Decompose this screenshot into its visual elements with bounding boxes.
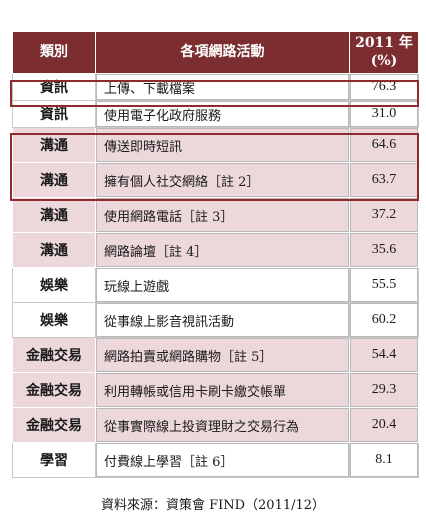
row-activity: 擁有個人社交網絡［註 2］: [95, 162, 350, 198]
row-category: 溝通: [12, 162, 96, 198]
row-activity: 使用電子化政府服務: [95, 100, 350, 128]
row-category: 金融交易: [12, 407, 96, 443]
internet-activity-table: 類別 各項網路活動 2011 年 (%) 資訊 上傳、下載檔案 76.3 資訊 …: [12, 31, 419, 478]
activity-table-container: 類別 各項網路活動 2011 年 (%) 資訊 上傳、下載檔案 76.3 資訊 …: [12, 31, 419, 478]
row-category: 學習: [12, 442, 96, 478]
table-row: 金融交易 網路拍賣或網路購物［註 5］ 54.4: [12, 337, 419, 373]
table-row: 溝通 使用網路電話［註 3］ 37.2: [12, 197, 419, 233]
row-activity: 利用轉帳或信用卡刷卡繳交帳單: [95, 372, 350, 408]
row-value: 76.3: [349, 73, 419, 101]
row-value: 35.6: [349, 232, 419, 268]
row-category: 溝通: [12, 232, 96, 268]
row-value: 55.5: [349, 267, 419, 303]
table-row: 溝通 擁有個人社交網絡［註 2］ 63.7: [12, 162, 419, 198]
source-caption: 資料來源：資策會 FIND（2011/12）: [100, 498, 326, 513]
table-row: 娛樂 玩線上遊戲 55.5: [12, 267, 419, 303]
table-header-row: 類別 各項網路活動 2011 年 (%): [12, 31, 419, 74]
row-category: 溝通: [12, 127, 96, 163]
row-activity: 上傳、下載檔案: [95, 73, 350, 101]
row-activity: 網路論壇［註 4］: [95, 232, 350, 268]
table-row: 娛樂 從事線上影音視訊活動 60.2: [12, 302, 419, 338]
table-row: 金融交易 從事實際線上投資理財之交易行為 20.4: [12, 407, 419, 443]
table-row: 金融交易 利用轉帳或信用卡刷卡繳交帳單 29.3: [12, 372, 419, 408]
row-category: 娛樂: [12, 267, 96, 303]
row-activity: 傳送即時短訊: [95, 127, 350, 163]
header-year: 2011 年 (%): [349, 31, 419, 74]
table-row: 溝通 網路論壇［註 4］ 35.6: [12, 232, 419, 268]
row-category: 娛樂: [12, 302, 96, 338]
row-activity: 從事實際線上投資理財之交易行為: [95, 407, 350, 443]
table-row: 資訊 使用電子化政府服務 31.0: [12, 100, 419, 128]
row-value: 20.4: [349, 407, 419, 443]
row-category: 金融交易: [12, 337, 96, 373]
row-activity: 使用網路電話［註 3］: [95, 197, 350, 233]
header-category: 類別: [12, 31, 96, 74]
row-value: 60.2: [349, 302, 419, 338]
row-category: 資訊: [12, 100, 96, 128]
header-unit: (%): [370, 52, 398, 69]
row-value: 8.1: [349, 442, 419, 478]
row-activity: 玩線上遊戲: [95, 267, 350, 303]
row-value: 29.3: [349, 372, 419, 408]
row-activity: 從事線上影音視訊活動: [95, 302, 350, 338]
row-category: 溝通: [12, 197, 96, 233]
row-category: 資訊: [12, 73, 96, 101]
row-value: 54.4: [349, 337, 419, 373]
row-value: 31.0: [349, 100, 419, 128]
table-row: 資訊 上傳、下載檔案 76.3: [12, 73, 419, 101]
row-activity: 付費線上學習［註 6］: [95, 442, 350, 478]
table-row: 學習 付費線上學習［註 6］ 8.1: [12, 442, 419, 478]
row-category: 金融交易: [12, 372, 96, 408]
row-activity: 網路拍賣或網路購物［註 5］: [95, 337, 350, 373]
header-activity: 各項網路活動: [95, 31, 350, 74]
table-row: 溝通 傳送即時短訊 64.6: [12, 127, 419, 163]
header-year-label: 2011 年: [355, 35, 413, 51]
row-value: 37.2: [349, 197, 419, 233]
row-value: 64.6: [349, 127, 419, 163]
row-value: 63.7: [349, 162, 419, 198]
